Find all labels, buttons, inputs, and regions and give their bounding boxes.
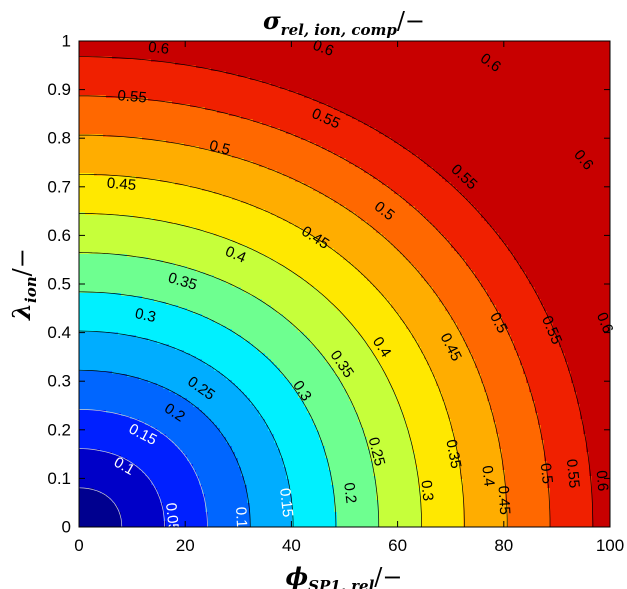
contour-chart: 0.050.10.10.150.150.20.20.250.250.30.30.… <box>0 0 627 589</box>
